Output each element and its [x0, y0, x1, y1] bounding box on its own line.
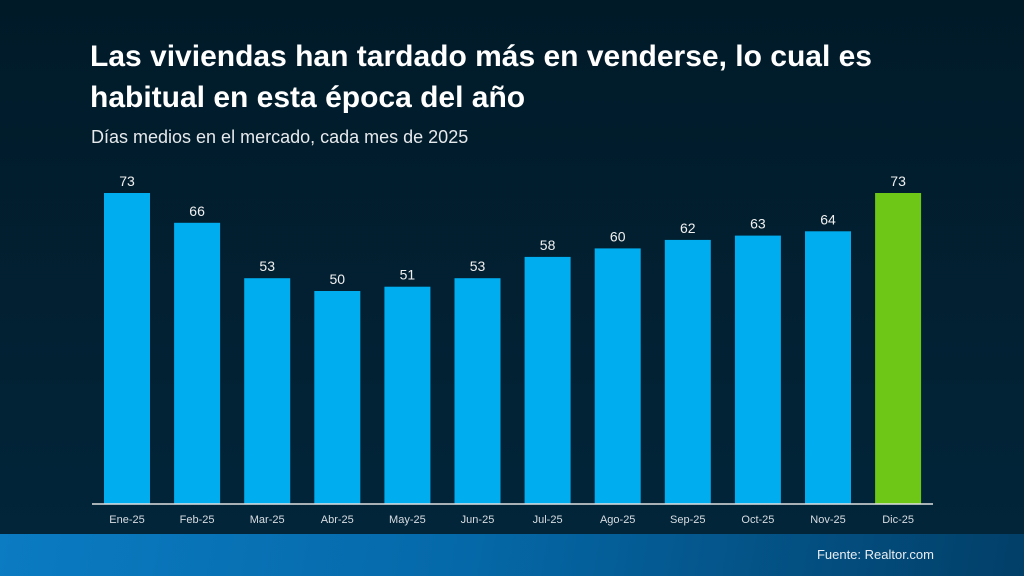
bar-nov-25 — [805, 231, 851, 505]
bar-jun-25 — [454, 278, 501, 504]
value-label: 51 — [400, 267, 416, 283]
value-label: 73 — [890, 173, 906, 189]
bar-chart: 73 66 53 50 51 53 58 60 62 63 64 73 Ene-25 Feb-25 Mar… — [92, 173, 933, 526]
bar-ago-25 — [594, 248, 641, 504]
source-note: Fuente: Realtor.com — [816, 547, 934, 562]
chart-subtitle: Días medios en el mercado, cada mes de 2… — [91, 127, 469, 147]
bar-may-25 — [384, 286, 431, 504]
value-label: 66 — [189, 203, 205, 219]
x-tick-label: Ago-25 — [600, 514, 635, 526]
value-label: 58 — [540, 237, 556, 253]
value-label: 62 — [680, 220, 696, 236]
value-label: 53 — [470, 258, 486, 274]
x-tick-labels-group: Ene-25 Feb-25 Mar-25 Abr-25 May-25 Jun-25 Jul-… — [109, 514, 914, 526]
x-tick-label: Mar-25 — [250, 514, 285, 526]
bar-abr-25 — [314, 291, 361, 504]
bar-feb-25 — [174, 222, 221, 505]
x-tick-label: Dic-25 — [882, 514, 914, 526]
value-label: 53 — [259, 258, 275, 274]
x-tick-label: Jul-25 — [533, 514, 563, 526]
x-tick-label: Sep-25 — [670, 514, 705, 526]
x-tick-label: Abr-25 — [321, 514, 354, 526]
x-tick-label: Ene-25 — [109, 514, 144, 526]
bar-dic-25 — [875, 193, 922, 504]
chart-title: Las viviendas han tardado más en venders… — [90, 40, 872, 114]
value-label: 60 — [610, 228, 626, 244]
bar-sep-25 — [664, 239, 711, 504]
bar-mar-25 — [244, 278, 291, 504]
value-label: 50 — [330, 271, 346, 287]
x-tick-label: Nov-25 — [810, 514, 845, 526]
footer-band: Fuente: Realtor.com — [0, 534, 1024, 576]
value-labels-group: 73 66 53 50 51 53 58 60 62 63 64 73 — [119, 173, 906, 287]
x-tick-label: Jun-25 — [461, 514, 495, 526]
value-label: 64 — [820, 211, 836, 227]
x-tick-label: Oct-25 — [741, 514, 774, 526]
value-label: 63 — [750, 216, 766, 232]
x-tick-label: May-25 — [389, 514, 426, 526]
bar-ene-25 — [104, 193, 150, 504]
value-label: 73 — [119, 173, 135, 189]
x-tick-label: Feb-25 — [180, 514, 215, 526]
bar-jul-25 — [524, 256, 571, 504]
bar-oct-25 — [734, 235, 781, 504]
bars-group — [104, 193, 922, 505]
